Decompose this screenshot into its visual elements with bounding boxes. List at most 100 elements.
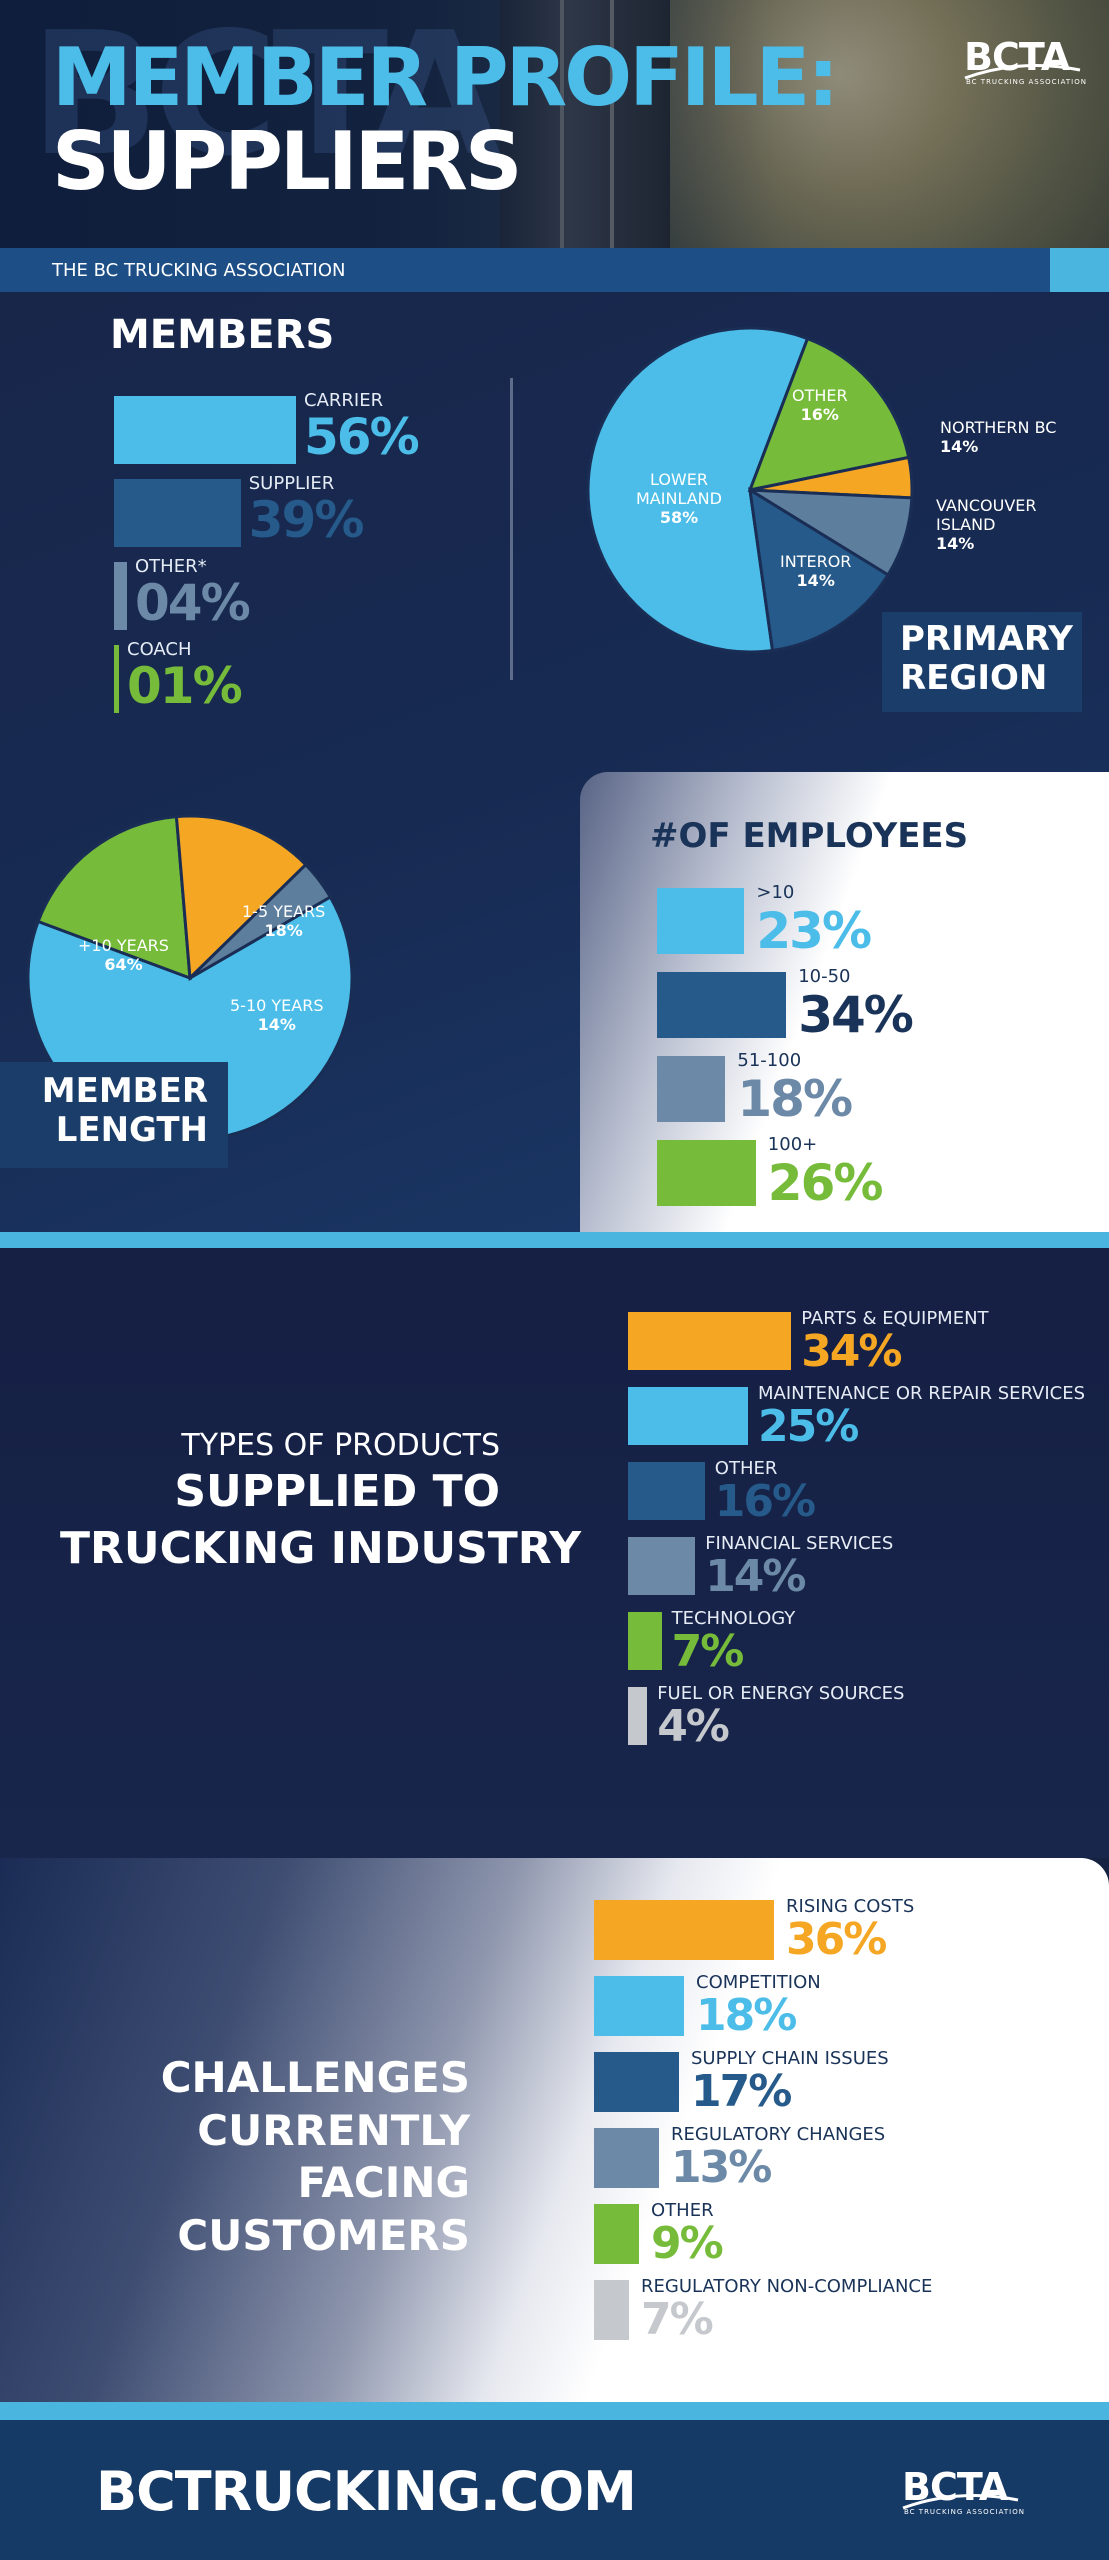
bar-value: 13% <box>671 2142 772 2193</box>
bar <box>114 396 296 464</box>
bar <box>114 645 119 713</box>
bar-value: 18% <box>696 1990 797 2041</box>
employees-title: #OF EMPLOYEES <box>650 816 969 856</box>
challenges-title-line2: CURRENTLY FACING <box>197 2105 470 2208</box>
pie-label-name: LOWER <box>649 470 708 489</box>
logo-text: BCTA <box>964 35 1070 79</box>
pie-label: 5-10 YEARS 14% <box>230 996 324 1034</box>
pie-label: INTEROR 14% <box>780 552 851 590</box>
bar-label: COMPETITION <box>696 1972 821 1993</box>
bar <box>657 1056 726 1122</box>
challenges-title-line3: CUSTOMERS <box>177 2210 470 2260</box>
bar <box>628 1312 792 1370</box>
bar-value: 26% <box>767 1154 884 1212</box>
bar-value: 39% <box>248 491 365 549</box>
bar-value: 04% <box>135 574 251 632</box>
bar-label: 10-50 <box>798 966 851 987</box>
bar-value: 23% <box>756 902 872 960</box>
products-title: TYPES OF PRODUCTS SUPPLIED TO TRUCKING I… <box>60 1428 581 1577</box>
region-title-box <box>882 612 1082 712</box>
page-title-line2: SUPPLIERS <box>52 115 522 208</box>
bar-label: FUEL OR ENERGY SOURCES <box>657 1683 905 1704</box>
bar-label: CARRIER <box>304 390 384 411</box>
pie-label: VANCOUVER ISLAND 14% <box>936 496 1036 554</box>
footer-logo-text: BCTA <box>902 2465 1008 2509</box>
bar-label: PARTS & EQUIPMENT <box>801 1308 989 1329</box>
bar-value: 56% <box>304 408 420 466</box>
bar-value: 4% <box>657 1701 730 1752</box>
bar <box>594 2052 679 2112</box>
bar-value: 18% <box>737 1070 853 1128</box>
header-overlay <box>0 0 1109 248</box>
footer-logo-swoosh-icon <box>902 2494 1019 2510</box>
bar-value: 36% <box>786 1914 887 1965</box>
section-divider <box>510 378 513 680</box>
footer-logo: BCTA BC TRUCKING ASSOCIATION <box>898 2465 1025 2528</box>
pie-slice <box>174 814 308 982</box>
bar <box>114 562 127 630</box>
members-title: MEMBERS <box>110 312 335 358</box>
pie-label-name: OTHER <box>792 386 848 405</box>
pie-slice <box>586 326 810 654</box>
section-products-background <box>0 1248 1109 1858</box>
bar <box>628 1612 662 1670</box>
bar-value: 9% <box>651 2218 724 2269</box>
bar-label: SUPPLIER <box>248 473 335 494</box>
bar-label: 100+ <box>767 1134 818 1155</box>
region-pie-chart <box>586 326 914 654</box>
pie-label-name: INTEROR <box>780 552 852 571</box>
pie-label-value: 18% <box>264 921 303 941</box>
footer-logo-subtext: BC TRUCKING ASSOCIATION <box>904 2508 1025 2516</box>
bar <box>594 2128 659 2188</box>
pie-label: +10 YEARS 64% <box>78 936 169 974</box>
bar-label: OTHER <box>651 2200 714 2221</box>
bar-label: OTHER* <box>135 556 207 577</box>
pie-label: OTHER 16% <box>792 386 848 424</box>
bar <box>657 888 745 954</box>
pie-label-value: 14% <box>940 437 979 457</box>
bar-label: >10 <box>756 882 795 903</box>
footer-website-link[interactable]: BCTRUCKING.COM <box>96 2460 637 2523</box>
bar <box>628 1537 696 1595</box>
bar-label: FINANCIAL SERVICES <box>705 1533 894 1554</box>
bar <box>657 1140 756 1206</box>
bar <box>657 972 787 1038</box>
bar-label: COACH <box>127 639 192 660</box>
pie-label-value: 14% <box>936 534 975 554</box>
products-title-small: TYPES OF PRODUCTS <box>181 1428 500 1463</box>
bar <box>628 1387 748 1445</box>
length-title-line2: LENGTH <box>55 1110 208 1151</box>
bar <box>594 2204 639 2264</box>
length-title: MEMBER LENGTH <box>0 1071 208 1151</box>
pie-label-name: 1-5 YEARS <box>242 902 326 921</box>
footer <box>0 2420 1109 2560</box>
bar <box>594 1900 774 1960</box>
bar-value: 7% <box>641 2294 714 2345</box>
header-ghost-text: BCTA <box>30 0 501 194</box>
header-banner <box>0 0 1109 248</box>
bar-value: 17% <box>691 2066 792 2117</box>
bar-value: 7% <box>671 1626 745 1677</box>
challenges-title-line1: CHALLENGES <box>160 2053 470 2102</box>
length-title-line1: MEMBER <box>41 1071 208 1111</box>
logo-subtext: BC TRUCKING ASSOCIATION <box>966 78 1087 86</box>
region-title-line1: PRIMARY <box>900 619 1073 659</box>
bar-value: 34% <box>801 1326 902 1377</box>
divider-stripe-2 <box>0 2402 1109 2420</box>
bar-label: REGULATORY CHANGES <box>671 2124 886 2145</box>
pie-label: 1-5 YEARS 18% <box>242 902 325 940</box>
products-title-line1: SUPPLIED TO <box>174 1466 500 1517</box>
challenges-title: CHALLENGES CURRENTLY FACING CUSTOMERS <box>60 2052 470 2262</box>
bar-value: 16% <box>714 1476 816 1527</box>
pie-label-value: 64% <box>104 955 143 975</box>
bar-label: MAINTENANCE OR REPAIR SERVICES <box>758 1383 1086 1404</box>
pie-label-value: 16% <box>800 405 839 425</box>
pie-label-name-2: ISLAND <box>936 515 996 535</box>
bar <box>114 479 241 547</box>
pie-label-name: 5-10 YEARS <box>230 996 324 1015</box>
bar-label: RISING COSTS <box>786 1896 915 1917</box>
pie-slice <box>747 336 911 493</box>
bar <box>594 2280 629 2340</box>
pie-label-name: VANCOUVER <box>936 496 1037 515</box>
section-challenges-background <box>0 1858 1109 2402</box>
